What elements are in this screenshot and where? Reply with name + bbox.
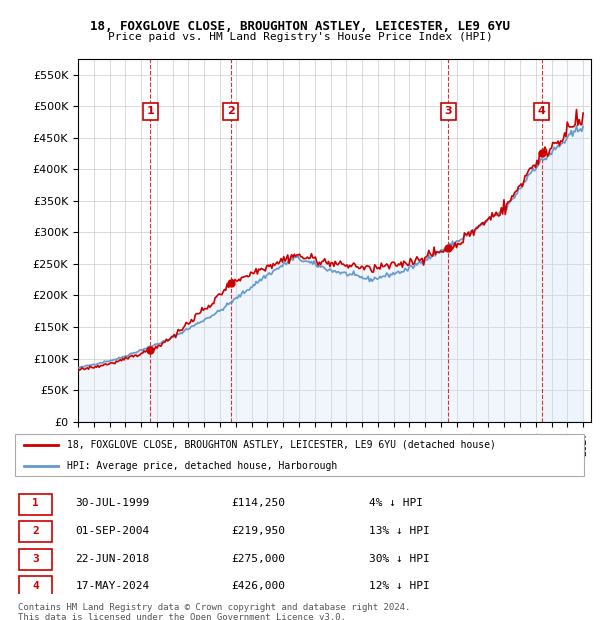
Text: £219,950: £219,950 bbox=[231, 526, 285, 536]
Text: 12% ↓ HPI: 12% ↓ HPI bbox=[369, 581, 430, 591]
Text: Contains HM Land Registry data © Crown copyright and database right 2024.: Contains HM Land Registry data © Crown c… bbox=[18, 603, 410, 612]
Text: 3: 3 bbox=[32, 554, 39, 564]
Text: HPI: Average price, detached house, Harborough: HPI: Average price, detached house, Harb… bbox=[67, 461, 337, 471]
Text: 3: 3 bbox=[445, 107, 452, 117]
Text: 4: 4 bbox=[32, 581, 39, 591]
Text: 13% ↓ HPI: 13% ↓ HPI bbox=[369, 526, 430, 536]
FancyBboxPatch shape bbox=[19, 549, 52, 570]
Bar bbox=[544, 59, 591, 422]
FancyBboxPatch shape bbox=[15, 435, 584, 476]
Text: 22-JUN-2018: 22-JUN-2018 bbox=[76, 554, 149, 564]
Text: 17-MAY-2024: 17-MAY-2024 bbox=[76, 581, 149, 591]
FancyBboxPatch shape bbox=[19, 521, 52, 542]
Text: 18, FOXGLOVE CLOSE, BROUGHTON ASTLEY, LEICESTER, LE9 6YU: 18, FOXGLOVE CLOSE, BROUGHTON ASTLEY, LE… bbox=[90, 20, 510, 33]
Text: 01-SEP-2004: 01-SEP-2004 bbox=[76, 526, 149, 536]
Text: 2: 2 bbox=[32, 526, 39, 536]
Text: £275,000: £275,000 bbox=[231, 554, 285, 564]
Text: 30-JUL-1999: 30-JUL-1999 bbox=[76, 498, 149, 508]
Text: 30% ↓ HPI: 30% ↓ HPI bbox=[369, 554, 430, 564]
Text: 1: 1 bbox=[32, 498, 39, 508]
Text: Price paid vs. HM Land Registry's House Price Index (HPI): Price paid vs. HM Land Registry's House … bbox=[107, 32, 493, 42]
Text: This data is licensed under the Open Government Licence v3.0.: This data is licensed under the Open Gov… bbox=[18, 613, 346, 620]
Text: 4: 4 bbox=[538, 107, 545, 117]
FancyBboxPatch shape bbox=[19, 577, 52, 597]
FancyBboxPatch shape bbox=[19, 494, 52, 515]
Text: 4% ↓ HPI: 4% ↓ HPI bbox=[369, 498, 423, 508]
Text: 1: 1 bbox=[146, 107, 154, 117]
Text: 2: 2 bbox=[227, 107, 235, 117]
Text: £114,250: £114,250 bbox=[231, 498, 285, 508]
Text: 18, FOXGLOVE CLOSE, BROUGHTON ASTLEY, LEICESTER, LE9 6YU (detached house): 18, FOXGLOVE CLOSE, BROUGHTON ASTLEY, LE… bbox=[67, 440, 496, 450]
Text: £426,000: £426,000 bbox=[231, 581, 285, 591]
